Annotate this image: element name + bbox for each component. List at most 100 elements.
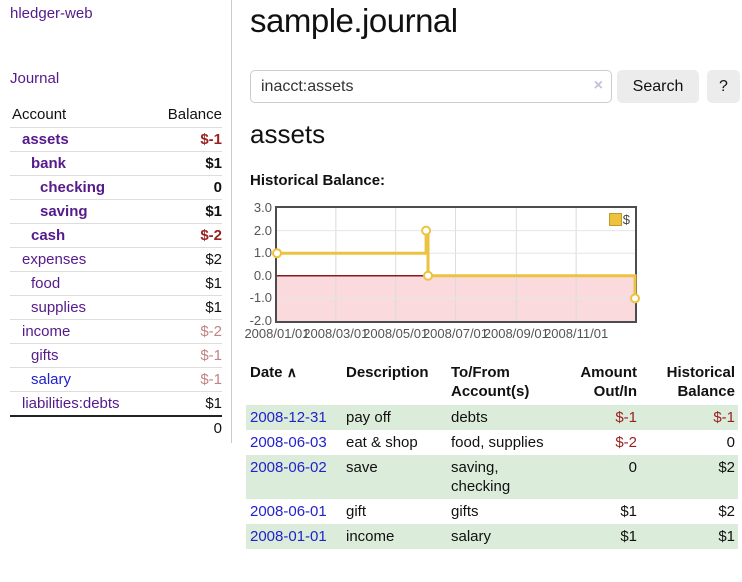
transaction-date-link[interactable]: 2008-06-02 — [250, 459, 327, 476]
sort-ascending-icon: ∧ — [286, 364, 297, 380]
account-row: cash $-2 — [10, 223, 222, 248]
transaction-description: gift — [346, 503, 367, 520]
account-title: assets — [250, 119, 326, 149]
transaction-description: save — [346, 459, 378, 476]
account-balance: $1 — [150, 295, 222, 320]
transaction-description: income — [346, 528, 395, 545]
account-balance: $1 — [150, 391, 222, 416]
transaction-balance: $-1 — [713, 409, 735, 426]
account-balance: $2 — [150, 247, 222, 272]
account-link[interactable]: checking — [40, 179, 106, 196]
account-row: saving $1 — [10, 199, 222, 224]
search-input[interactable] — [250, 70, 612, 103]
register-body: 2008-12-31 pay off debts $-1 $-1 2008-06-03 ea… — [246, 405, 738, 549]
data-point-marker — [423, 270, 434, 281]
transaction-accounts: salary — [451, 528, 492, 545]
account-link[interactable]: supplies — [31, 299, 87, 316]
transaction-amount: $-2 — [615, 434, 637, 451]
account-link[interactable]: assets — [22, 131, 69, 148]
data-point-marker — [421, 225, 432, 236]
account-balance: $-1 — [150, 127, 222, 152]
transaction-amount: $1 — [620, 503, 637, 520]
transaction-amount: 0 — [628, 459, 637, 476]
y-axis-tick-label: -2.0 — [249, 313, 272, 328]
account-link[interactable]: gifts — [31, 347, 59, 364]
account-link[interactable]: expenses — [22, 251, 87, 268]
transaction-description: pay off — [346, 409, 391, 426]
transaction-row: 2008-06-01 gift gifts $1 $2 — [246, 499, 738, 524]
register-table: Date ∧ Description To/From Account(s) Am… — [246, 361, 738, 549]
account-link[interactable]: cash — [31, 227, 66, 244]
search-button[interactable]: Search — [617, 70, 699, 103]
account-balance: $-2 — [150, 223, 222, 248]
account-row: gifts $-1 — [10, 343, 222, 368]
x-axis-tick-label: 2008/07/01 — [422, 326, 489, 341]
account-row: expenses $2 — [10, 247, 222, 272]
column-header-description: Description — [346, 364, 429, 381]
help-button[interactable]: ? — [707, 70, 740, 103]
sidebar-item-journal[interactable]: Journal — [10, 70, 60, 87]
x-axis-tick-label: 2008/11/01 — [544, 326, 609, 341]
column-header-date[interactable]: Date ∧ — [250, 364, 297, 381]
account-balance: $1 — [150, 271, 222, 296]
account-row: assets $-1 — [10, 127, 222, 152]
account-link[interactable]: income — [22, 323, 71, 340]
y-axis-tick-label: 0.0 — [253, 267, 272, 283]
transaction-amount: $-1 — [615, 409, 637, 426]
transaction-description: eat & shop — [346, 434, 418, 451]
account-link[interactable]: bank — [31, 155, 67, 172]
account-balance: $-1 — [150, 343, 222, 368]
account-row: income $-2 — [10, 319, 222, 344]
transaction-accounts: saving, checking — [451, 459, 511, 495]
accounts-table: Account Balance assets $-1 bank $1 checking 0… — [10, 103, 222, 440]
account-link[interactable]: food — [31, 275, 61, 292]
transaction-accounts: gifts — [451, 503, 479, 520]
sidebar: hledger-web Journal Account Balance asse… — [0, 0, 232, 443]
chart-label: Historical Balance: — [250, 172, 386, 189]
account-row: liabilities:debts $1 — [10, 391, 222, 416]
data-point-marker — [272, 248, 282, 259]
register-header-row: Date ∧ Description To/From Account(s) Am… — [246, 361, 738, 405]
account-link[interactable]: liabilities:debts — [22, 395, 120, 412]
transaction-accounts: debts — [451, 409, 488, 426]
accounts-header-account: Account — [12, 106, 67, 123]
account-balance: $-2 — [150, 319, 222, 344]
legend-swatch-icon — [608, 213, 622, 226]
x-axis-tick-label: 2008/05/01 — [363, 326, 429, 341]
account-row: checking 0 — [10, 175, 222, 200]
account-balance: $-1 — [150, 367, 222, 392]
column-header-accounts: To/From Account(s) — [451, 364, 530, 400]
transaction-date-link[interactable]: 2008-01-01 — [250, 528, 327, 545]
y-axis-tick-label: 1.0 — [253, 245, 272, 261]
transaction-date-link[interactable]: 2008-06-01 — [250, 503, 327, 520]
account-link[interactable]: saving — [40, 203, 88, 220]
account-balance: $1 — [150, 199, 222, 224]
accounts-total-row: 0 — [10, 415, 222, 440]
transaction-balance: 0 — [726, 434, 735, 451]
account-row: salary $-1 — [10, 367, 222, 392]
accounts-body: assets $-1 bank $1 checking 0 saving $1 cash $-2 e… — [10, 127, 222, 416]
account-balance: $1 — [150, 151, 222, 176]
transaction-date-link[interactable]: 2008-06-03 — [250, 434, 327, 451]
chart-legend: $ — [608, 212, 630, 227]
page-title: sample.journal — [250, 2, 458, 39]
account-row: food $1 — [10, 271, 222, 296]
legend-label: $ — [622, 212, 630, 227]
transaction-amount: $1 — [620, 528, 637, 545]
y-axis-tick-label: -1.0 — [249, 290, 272, 306]
account-link[interactable]: salary — [31, 371, 72, 388]
chart-canvas — [272, 208, 640, 321]
accounts-header-balance: Balance — [167, 106, 222, 123]
x-axis-tick-label: 2008/01/01 — [244, 326, 310, 341]
transaction-date-link[interactable]: 2008-12-31 — [250, 409, 327, 426]
accounts-total-value: 0 — [150, 415, 222, 440]
x-axis-tick-label: 2008/09/01 — [483, 326, 549, 341]
transaction-row: 2008-06-03 eat & shop food, supplies $-2 0 — [246, 430, 738, 455]
data-point-marker — [630, 293, 640, 304]
brand-link[interactable]: hledger-web — [10, 5, 93, 22]
account-row: bank $1 — [10, 151, 222, 176]
column-header-amount: Amount Out/In — [580, 364, 637, 400]
search-form: × Search ? — [250, 70, 740, 103]
clear-search-icon[interactable]: × — [593, 77, 603, 94]
